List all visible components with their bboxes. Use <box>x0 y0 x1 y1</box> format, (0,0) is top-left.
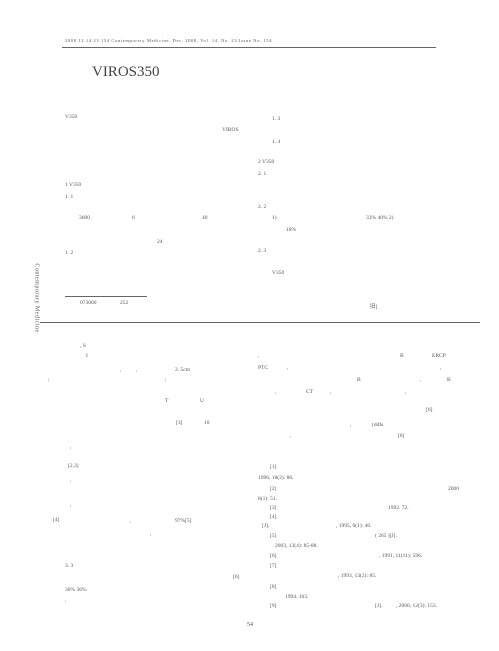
lower-left-text: 30% 36% <box>65 587 87 593</box>
footnote-text: 252 <box>120 300 129 306</box>
lower-left-text: U <box>200 398 204 404</box>
lower-left-text: T <box>165 398 169 404</box>
left-column-text: 3600 <box>79 215 90 221</box>
reference-text: 1992. 72. <box>388 505 409 511</box>
lower-left-text: [4] <box>53 517 60 523</box>
lower-left-text: , <box>120 367 122 373</box>
reference-text: , 1991, 11(11): 596. <box>379 553 423 559</box>
lower-right-text: PTC <box>258 365 269 371</box>
reference-text: [8] <box>270 584 277 590</box>
sidebar-text: Contemporary Medicine <box>33 263 40 333</box>
lower-left-text: , <box>70 444 72 450</box>
header-rule <box>62 47 436 48</box>
reference-text: [1] <box>270 464 277 470</box>
lower-left-text: [3] <box>176 420 183 426</box>
right-column-text: 2 V350 <box>258 159 275 165</box>
right-column-text: 旧] <box>370 304 378 310</box>
lower-right-text: CT <box>306 389 314 395</box>
lower-right-text: B <box>400 353 404 359</box>
reference-text: 1994. 163. <box>285 594 309 600</box>
left-column-text: 6 <box>132 215 135 221</box>
running-header: 2008 12 14 23 154 Contemporary Medicine,… <box>65 38 273 43</box>
lower-right-text: [6] <box>426 407 433 413</box>
lower-left-text: ; <box>48 377 50 383</box>
lower-left-text: , <box>150 531 152 537</box>
page-number: 54 <box>247 622 253 628</box>
reference-text: [5] <box>270 533 277 539</box>
reference-text: [7] <box>270 563 277 569</box>
lower-left-text: 3. 3 <box>65 563 74 569</box>
section-divider <box>40 322 480 323</box>
right-column-text: V350 <box>272 270 285 276</box>
lower-left-text: 2. 5cm <box>175 367 190 373</box>
lower-right-text: , <box>405 389 407 395</box>
right-column-text: 1) <box>272 215 277 221</box>
right-column-text: 1. 4 <box>272 139 281 145</box>
right-column-text: 1. 3 <box>272 116 281 122</box>
lower-right-text: B <box>447 377 451 383</box>
right-column-text: 33% 40% 2) <box>366 215 394 221</box>
lower-left-text: , <box>70 502 72 508</box>
lower-left-text: , <box>65 597 67 603</box>
right-column-text: 18% <box>286 227 297 233</box>
reference-text: , 1995, 6(1): 40. <box>336 523 372 529</box>
reference-text: 2000 <box>448 486 459 492</box>
right-column-text: 2. 1 <box>258 171 267 177</box>
lower-left-text: , <box>130 518 132 524</box>
lower-left-text: [6] <box>233 574 240 580</box>
reference-text: [3] <box>270 505 277 511</box>
left-column-text: 1 V350 <box>65 182 82 188</box>
reference-text: [2] <box>270 486 277 492</box>
lower-left-text: , <box>70 477 72 483</box>
footnote-text: 073000 <box>80 300 97 306</box>
reference-text: [J]. <box>262 523 270 529</box>
lower-left-text: I <box>86 353 88 359</box>
left-column-text: 40 <box>202 215 208 221</box>
right-column-text: 2. 3 <box>258 248 267 254</box>
lower-right-text: , <box>420 377 422 383</box>
lower-right-text: B <box>357 377 361 383</box>
reference-text: , 2000, 12(3): 153. <box>396 603 437 609</box>
lower-right-text: , <box>330 389 332 395</box>
left-column-text: V350 <box>65 114 78 120</box>
reference-text: 1996, 18(2): 86. <box>258 475 294 481</box>
footnote-rule <box>65 296 147 297</box>
reference-text: , 1993, 13(2): 85. <box>338 573 377 579</box>
reference-text: 8(1): 51. <box>258 496 277 502</box>
lower-left-text: ; <box>165 377 167 383</box>
reference-text: [9] <box>270 603 277 609</box>
lower-left-text: , <box>136 367 138 373</box>
reference-text: ( 265 )[J]. <box>375 533 397 539</box>
lower-right-text: [8] <box>398 433 405 439</box>
reference-text: 2003, 13(4): 85-88. <box>275 543 318 549</box>
left-column-text: 24 <box>157 239 163 245</box>
reference-text: [4] <box>270 514 277 520</box>
lower-right-text: , <box>290 433 292 439</box>
lower-left-text: 97%[5] <box>175 518 192 524</box>
reference-text: [6] <box>270 553 277 559</box>
left-column-text: 1. 1 <box>65 194 74 200</box>
lower-right-text: , <box>275 389 277 395</box>
lower-left-text: [2,3] <box>68 463 79 469</box>
lower-left-text: , S <box>80 343 86 349</box>
right-column-text: 2. 2 <box>258 204 267 210</box>
lower-right-text: , <box>440 365 442 371</box>
lower-right-text: , <box>258 353 260 359</box>
left-column-text: 1. 2 <box>65 250 74 256</box>
reference-text: [J]. <box>375 603 383 609</box>
lower-right-text: , <box>287 365 289 371</box>
lower-right-text: (ddIs <box>372 422 384 428</box>
article-title: VIROS350 <box>92 64 160 80</box>
left-column-text: VIROS <box>222 127 239 133</box>
lower-right-text: ERCP <box>432 353 446 359</box>
lower-left-text: 10 <box>204 420 210 426</box>
lower-right-text: , <box>350 422 352 428</box>
